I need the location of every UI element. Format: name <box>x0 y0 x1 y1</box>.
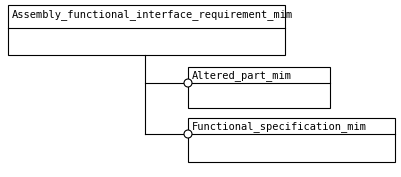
Ellipse shape <box>184 79 192 87</box>
Bar <box>8 5 285 55</box>
Bar <box>188 67 330 108</box>
Bar <box>188 118 395 162</box>
Text: Functional_specification_mim: Functional_specification_mim <box>192 121 367 132</box>
Ellipse shape <box>184 130 192 138</box>
Text: Assembly_functional_interface_requirement_mim: Assembly_functional_interface_requiremen… <box>12 9 293 20</box>
Text: Altered_part_mim: Altered_part_mim <box>192 70 292 81</box>
